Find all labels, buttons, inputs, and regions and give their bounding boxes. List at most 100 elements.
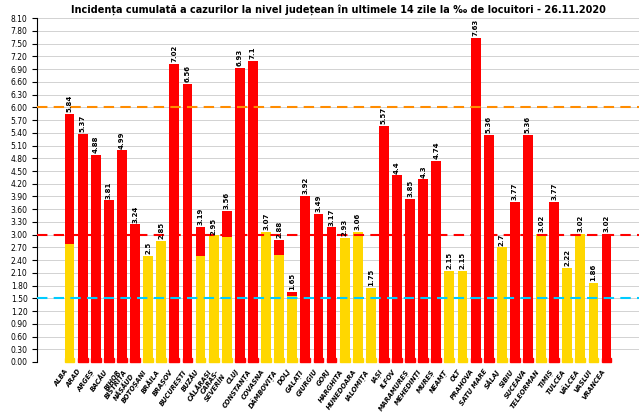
Bar <box>78 358 87 362</box>
Bar <box>104 200 114 362</box>
Bar <box>235 358 245 362</box>
Bar <box>549 202 559 362</box>
Text: 3.49: 3.49 <box>316 195 322 212</box>
Bar <box>458 358 467 362</box>
Bar <box>156 358 166 362</box>
Text: 3.77: 3.77 <box>512 183 518 200</box>
Bar <box>458 271 467 362</box>
Bar <box>143 256 153 362</box>
Bar <box>444 271 455 362</box>
Bar <box>549 358 559 362</box>
Bar <box>523 358 533 362</box>
Bar <box>405 198 415 362</box>
Bar <box>65 114 75 362</box>
Bar <box>156 241 166 362</box>
Bar <box>195 358 206 362</box>
Bar <box>261 232 271 362</box>
Bar <box>170 64 179 362</box>
Bar <box>379 358 389 362</box>
Bar <box>235 68 245 362</box>
Text: 4.4: 4.4 <box>394 161 400 173</box>
Bar <box>510 358 520 362</box>
Bar <box>209 235 219 362</box>
Bar <box>563 358 572 362</box>
Bar <box>248 61 258 362</box>
Bar <box>588 358 599 362</box>
Bar <box>195 256 206 362</box>
Text: 4.99: 4.99 <box>119 131 125 149</box>
Bar <box>274 358 284 362</box>
Text: 1.75: 1.75 <box>368 269 374 286</box>
Text: 3.56: 3.56 <box>224 192 230 209</box>
Bar <box>314 358 323 362</box>
Bar <box>287 296 297 362</box>
Text: 3.24: 3.24 <box>132 206 138 223</box>
Bar <box>484 358 494 362</box>
Text: 2.93: 2.93 <box>341 219 348 236</box>
Bar <box>497 358 507 362</box>
Bar <box>300 196 310 362</box>
Bar <box>575 234 585 362</box>
Bar <box>523 134 533 362</box>
Bar <box>130 358 140 362</box>
Text: 2.95: 2.95 <box>211 218 217 235</box>
Text: 7.1: 7.1 <box>250 47 256 59</box>
Text: 2.7: 2.7 <box>499 233 505 246</box>
Text: 2.15: 2.15 <box>460 252 466 269</box>
Bar <box>497 248 507 362</box>
Text: 3.92: 3.92 <box>302 177 309 194</box>
Text: 4.88: 4.88 <box>93 136 99 153</box>
Text: 5.37: 5.37 <box>80 115 86 132</box>
Bar <box>209 237 219 362</box>
Bar <box>78 134 87 362</box>
Bar <box>444 358 455 362</box>
Bar <box>183 84 192 362</box>
Bar <box>300 358 310 362</box>
Text: 5.36: 5.36 <box>485 116 492 133</box>
Text: 1.86: 1.86 <box>590 264 597 281</box>
Bar <box>143 358 153 362</box>
Bar <box>170 358 179 362</box>
Bar <box>340 358 350 362</box>
Bar <box>392 358 402 362</box>
Bar <box>458 271 467 362</box>
Bar <box>405 358 415 362</box>
Bar <box>222 237 231 362</box>
Text: 6.93: 6.93 <box>237 49 243 66</box>
Text: 2.5: 2.5 <box>145 242 151 254</box>
Bar <box>497 248 507 362</box>
Bar <box>222 358 231 362</box>
Text: 3.17: 3.17 <box>329 208 334 226</box>
Bar <box>340 238 350 362</box>
Bar <box>65 244 75 362</box>
Bar <box>91 358 101 362</box>
Bar <box>419 358 428 362</box>
Bar <box>195 227 206 362</box>
Bar <box>379 126 389 362</box>
Bar <box>575 358 585 362</box>
Bar <box>156 241 166 362</box>
Bar <box>353 358 363 362</box>
Bar <box>392 175 402 362</box>
Bar <box>248 358 258 362</box>
Text: 3.07: 3.07 <box>263 213 269 230</box>
Bar <box>510 202 520 362</box>
Bar <box>130 225 140 362</box>
Bar <box>353 232 363 362</box>
Bar <box>91 155 101 362</box>
Bar <box>602 234 611 362</box>
Bar <box>261 358 271 362</box>
Text: 2.88: 2.88 <box>276 221 282 238</box>
Text: 3.06: 3.06 <box>355 213 361 230</box>
Bar <box>431 161 441 362</box>
Bar <box>65 358 75 362</box>
Bar <box>117 358 127 362</box>
Text: 4.74: 4.74 <box>433 141 439 159</box>
Text: 3.77: 3.77 <box>551 183 557 200</box>
Bar <box>261 232 271 362</box>
Bar <box>444 271 455 362</box>
Text: 3.19: 3.19 <box>197 208 204 225</box>
Text: 3.02: 3.02 <box>604 215 610 232</box>
Text: 2.85: 2.85 <box>158 222 164 239</box>
Bar <box>563 268 572 362</box>
